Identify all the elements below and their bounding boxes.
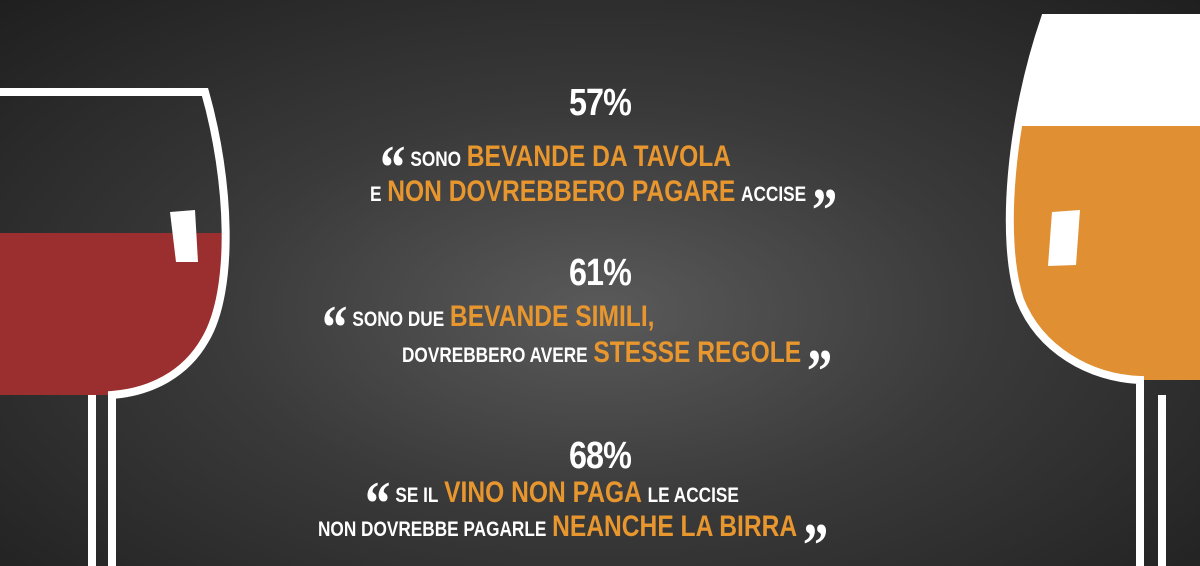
close-quote: ” [802,512,829,566]
open-quote: “ [380,134,406,202]
percent: 68% [568,435,632,477]
close-quote: ” [811,177,838,245]
plain-text: E [370,183,382,206]
beer-fill [1009,18,1200,380]
plain-text: LE ACCISE [647,484,739,507]
open-quote: “ [322,294,348,362]
highlight-text: STESSE REGOLE [593,336,802,369]
highlight-text: BEVANDE DA TAVOLA [466,140,732,173]
wine-glass-outline [0,88,230,566]
highlight-text: NON DOVREBBERO PAGARE [387,175,736,208]
plain-text: DOVREBBERO AVERE [402,344,588,367]
plain-text: SONO DUE [352,308,445,331]
plain-text: SONO [410,148,462,171]
quote-line: “SONO BEVANDE DA TAVOLA [380,137,737,199]
quote-line: “SONO DUE BEVANDE SIMILI, [322,297,660,359]
beer-glint [1048,210,1080,266]
quote-line: “SE IL VINO NON PAGA LE ACCISE [365,473,745,535]
wine-glint [170,210,198,262]
plain-text: NON DOVREBBE PAGARLE [318,518,547,541]
beer-glass-outline [1005,14,1200,566]
percent: 61% [568,252,632,294]
plain-text: SE IL [395,484,439,507]
plain-text: ACCISE [741,183,807,206]
highlight-text: VINO NON PAGA [444,476,642,509]
quote-line: E NON DOVREBBERO PAGARE ACCISE” [370,175,842,242]
wine-fill [0,233,226,395]
highlight-text: NEANCHE LA BIRRA [552,510,798,543]
close-quote: ” [806,338,833,406]
quote-line: DOVREBBERO AVERE STESSE REGOLE” [402,336,837,403]
highlight-text: BEVANDE SIMILI, [449,300,655,333]
percent: 57% [568,82,632,124]
quote-line: NON DOVREBBE PAGARLE NEANCHE LA BIRRA” [318,510,833,566]
open-quote: “ [365,470,391,538]
